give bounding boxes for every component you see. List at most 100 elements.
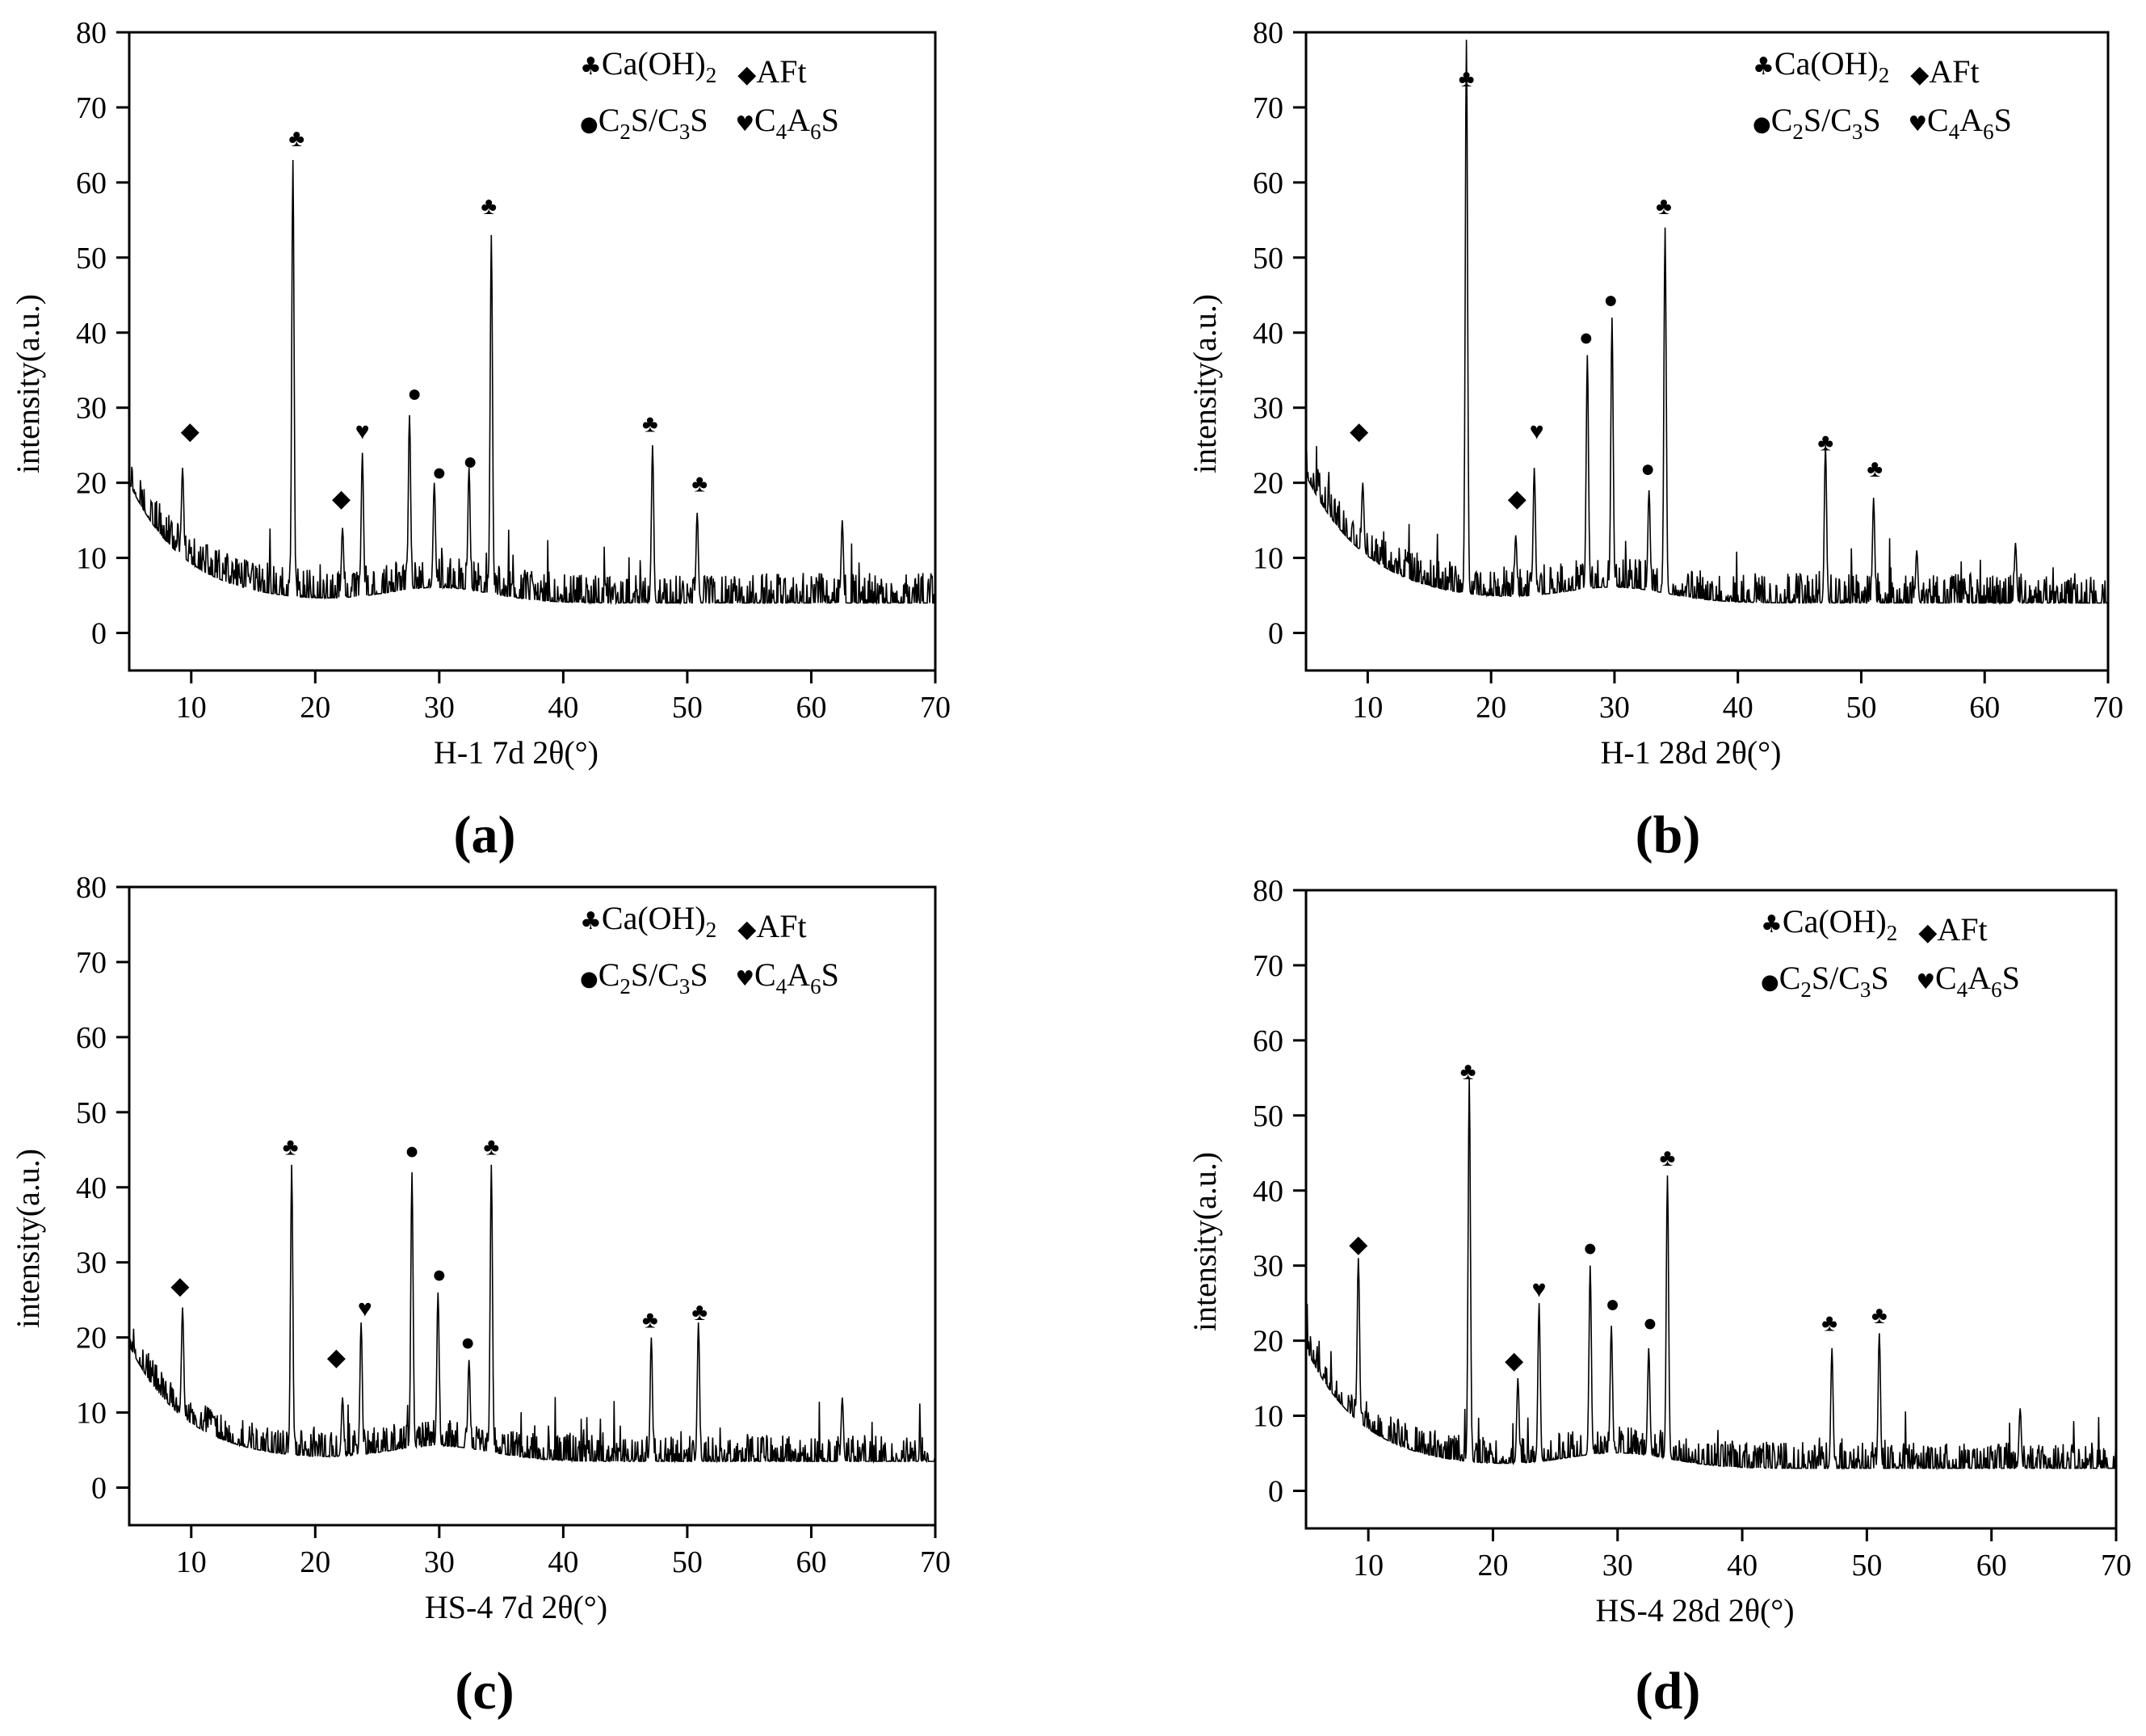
chart-panel-d: 10 20 30 40 50 60 70 0 10 20 30 40 50 60 70 80 HS-4 28d … (1186, 874, 2131, 1721)
legend-entry-label: A (787, 102, 810, 138)
legend-entry-label: C (1927, 102, 1949, 138)
x-tick-label: 30 (1602, 1549, 1633, 1583)
peak-marker: ● (1643, 1309, 1657, 1336)
peak-marker: ● (432, 1262, 447, 1288)
x-tick-label: 50 (1846, 691, 1876, 725)
y-tick-label: 10 (1253, 542, 1283, 576)
xrd-pattern-line (128, 1164, 936, 1464)
peak-marker: ● (463, 448, 477, 475)
legend-entry-label: S/C (631, 956, 679, 993)
x-tick-label: 40 (548, 691, 578, 725)
x-tick-label: 30 (1599, 691, 1630, 725)
y-tick-label: 30 (1253, 1250, 1283, 1284)
legend-subscript: 4 (776, 974, 787, 998)
peak-marker: ● (405, 1137, 419, 1164)
y-tick-label: 20 (76, 1322, 107, 1356)
x-tick-label: 20 (1476, 691, 1506, 725)
legend-entry-label: C (754, 102, 776, 138)
y-tick-label: 70 (1253, 949, 1283, 983)
peak-marker: ● (1640, 456, 1655, 482)
xrd-pattern-line (1305, 40, 2109, 606)
peak-marker: ♣ (1817, 430, 1833, 456)
peak-marker: ◆ (327, 1344, 346, 1371)
legend-subscript: 2 (1887, 921, 1898, 945)
y-tick-label: 40 (1253, 317, 1283, 351)
x-tick-label: 30 (424, 691, 455, 725)
x-tick-label: 20 (1477, 1549, 1508, 1583)
y-tick-label: 30 (76, 392, 107, 426)
legend-symbol: ♥ (736, 967, 754, 991)
legend-symbol: ♥ (736, 112, 754, 137)
peak-marker: ♥ (1532, 1276, 1547, 1303)
peak-marker: ♣ (642, 410, 658, 437)
legend-entry-label: AFt (756, 908, 806, 944)
peak-marker: ♣ (1660, 1145, 1676, 1171)
legend-entry-label: S/C (1812, 960, 1860, 996)
legend-subscript: 4 (1949, 120, 1960, 144)
legend-entry-label: S (1871, 960, 1888, 996)
peak-marker: ♣ (1460, 1058, 1476, 1085)
legend-subscript: 2 (1792, 120, 1804, 144)
chart-panel-b: 10 20 30 40 50 60 70 0 10 20 30 40 50 60 70 80 H-1 28d 2… (1186, 16, 2123, 864)
peak-marker: ♣ (642, 1306, 658, 1333)
y-tick-label: 80 (76, 871, 107, 905)
peak-marker: ◆ (1350, 418, 1368, 445)
x-axis-label: H-1 28d 2θ(°) (1600, 734, 1781, 771)
legend-row-1: ♣Ca(OH)2 ◆AFt (580, 900, 807, 944)
legend-entry-label: AFt (1937, 911, 1987, 948)
y-tick-label: 10 (1253, 1400, 1283, 1434)
peak-marker: ● (432, 460, 447, 486)
peak-marker: ♣ (283, 1134, 299, 1161)
peak-marker: ◆ (181, 418, 199, 445)
legend-entry-label: S (2002, 960, 2020, 996)
legend-entry-label: S/C (631, 102, 679, 138)
peak-marker: ♥ (1530, 418, 1544, 445)
peak-marker: ● (407, 380, 422, 407)
legend-symbol: ◆ (1910, 61, 1929, 89)
legend-row-2: ●C2S/C3S ♥C4A6S (1753, 102, 2012, 144)
legend-row-1: ♣Ca(OH)2 ◆AFt (1761, 903, 1988, 948)
legend-subscript: 4 (1957, 977, 1968, 1002)
legend-subscript: 2 (1879, 63, 1890, 87)
peak-marker: ♣ (691, 1299, 708, 1326)
y-tick-label: 0 (91, 1472, 107, 1506)
x-tick-label: 60 (796, 691, 826, 725)
y-axis-label: intensity(a.u.) (1186, 294, 1223, 473)
legend-entry-label: AFt (756, 53, 806, 90)
y-tick-label: 0 (1268, 617, 1283, 651)
peak-marker: ♣ (1871, 1302, 1888, 1329)
x-axis-label: HS-4 7d 2θ(°) (425, 1589, 607, 1625)
x-tick-label: 10 (176, 1545, 207, 1579)
x-tick-label: 50 (672, 1545, 703, 1579)
legend-row-2: ●C2S/C3S ♥C4A6S (580, 956, 839, 998)
x-tick-label: 60 (1969, 691, 2000, 725)
x-tick-label: 40 (548, 1545, 578, 1579)
legend-entry-label: C (1779, 960, 1801, 996)
legend-subscript: 2 (706, 918, 717, 942)
legend-symbol: ♥ (1917, 970, 1935, 994)
legend-row-2: ●C2S/C3S ♥C4A6S (1761, 960, 2020, 1002)
y-tick-label: 50 (1253, 242, 1283, 275)
legend-entry-label: Ca(OH) (602, 900, 706, 936)
legend-subscript: 6 (1991, 977, 2002, 1002)
plot-frame (128, 31, 937, 672)
legend-subscript: 2 (619, 974, 631, 998)
legend-entry-label: S (821, 102, 839, 138)
legend-entry-label: Ca(OH) (602, 45, 706, 82)
xrd-pattern-line (128, 159, 935, 606)
legend: ♣Ca(OH)2 ◆AFt●C2S/C3S ♥C4A6S (1753, 45, 2012, 144)
xrd-pattern-line (1305, 1078, 2117, 1471)
plot-frame (128, 885, 937, 1527)
y-tick-label: 50 (76, 242, 107, 275)
y-tick-label: 40 (76, 317, 107, 351)
y-axis-label: intensity(a.u.) (1186, 1152, 1223, 1331)
x-tick-label: 40 (1727, 1549, 1758, 1583)
panel-label: (a) (454, 805, 516, 864)
peak-marker: ● (1603, 287, 1618, 313)
y-tick-label: 80 (1253, 874, 1283, 908)
peak-marker: ♥ (358, 1295, 372, 1322)
y-axis-label: intensity(a.u.) (10, 294, 46, 473)
legend-subscript: 3 (679, 120, 691, 144)
legend-subscript: 6 (810, 120, 821, 144)
